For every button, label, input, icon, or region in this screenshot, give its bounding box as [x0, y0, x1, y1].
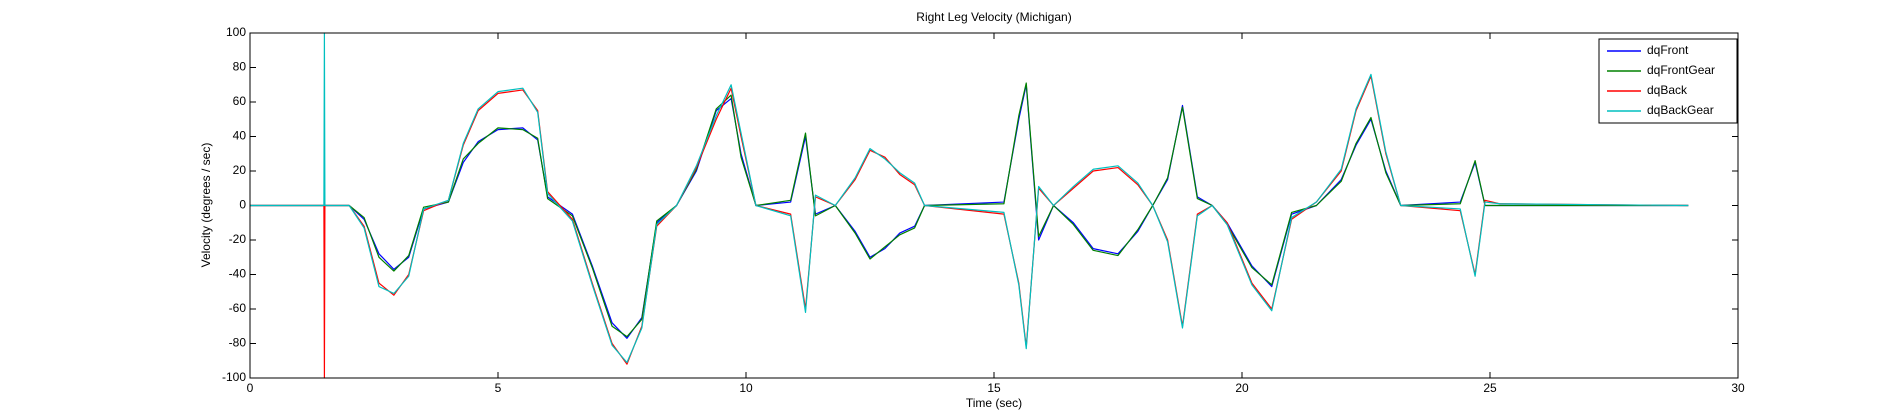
- x-tick-label: 30: [1731, 381, 1745, 395]
- x-tick-label: 25: [1483, 381, 1497, 395]
- y-tick-label: -20: [229, 232, 247, 246]
- x-tick-label: 10: [739, 381, 753, 395]
- y-tick-label: -80: [229, 336, 247, 350]
- y-tick-label: 60: [233, 94, 247, 108]
- y-tick-label: 20: [233, 163, 247, 177]
- y-tick-label: -100: [222, 370, 246, 384]
- series-line: [250, 32, 1689, 364]
- y-tick-label: -40: [229, 267, 247, 281]
- x-tick-label: 15: [987, 381, 1001, 395]
- y-tick-label: 100: [226, 25, 246, 39]
- legend-label: dqFrontGear: [1647, 63, 1715, 77]
- y-axis-label: Velocity (degrees / sec): [199, 143, 213, 268]
- legend-box: [1598, 38, 1738, 124]
- x-tick-label: 20: [1235, 381, 1249, 395]
- axes-box: [249, 32, 1739, 379]
- legend-label: dqFront: [1647, 43, 1689, 57]
- x-tick-label: 0: [247, 381, 254, 395]
- y-tick-label: 40: [233, 129, 247, 143]
- y-tick-label: 0: [239, 198, 246, 212]
- x-tick-label: 5: [495, 381, 502, 395]
- series-line: [250, 82, 1689, 338]
- chart-title: Right Leg Velocity (Michigan): [916, 10, 1071, 24]
- y-tick-label: -60: [229, 301, 247, 315]
- legend-label: dqBackGear: [1647, 103, 1714, 117]
- legend: dqFront dqFrontGear dqBack dqBackGear: [1598, 38, 1738, 124]
- y-tick-label: 80: [233, 60, 247, 74]
- x-axis-label: Time (sec): [966, 396, 1022, 410]
- legend-label: dqBack: [1647, 83, 1688, 97]
